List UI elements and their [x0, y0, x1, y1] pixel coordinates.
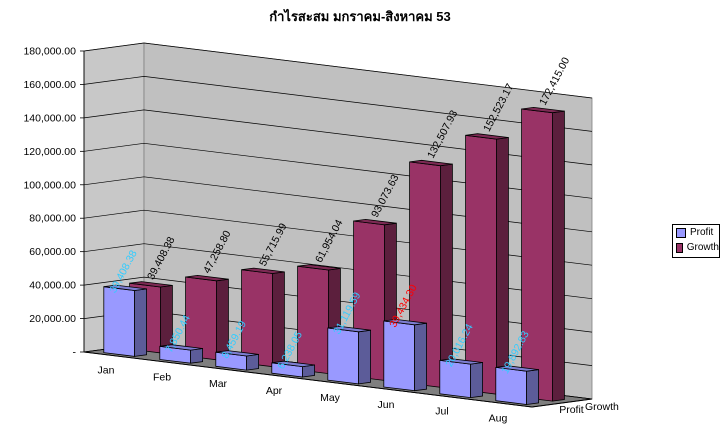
- bar-face: [215, 350, 259, 357]
- bar-face: [353, 218, 397, 226]
- bar-face: [439, 358, 483, 365]
- legend-item-profit: Profit: [673, 225, 719, 240]
- bar-face: [521, 106, 565, 114]
- bar-face: [327, 325, 371, 333]
- bar-growth-jul: [465, 133, 509, 395]
- bar-face: [246, 353, 260, 371]
- bar-face: [526, 369, 539, 405]
- x-category-label: Jan: [98, 364, 115, 376]
- bar-profit-jan: [103, 284, 148, 357]
- bar-face: [465, 133, 509, 140]
- y-tick-label: 60,000.00: [29, 246, 76, 258]
- legend-label-profit: Profit: [690, 227, 714, 238]
- bar-face: [383, 318, 427, 326]
- bar-face: [297, 265, 329, 375]
- legend: Profit Growth: [672, 224, 720, 258]
- bar-face: [134, 288, 148, 357]
- x-category-label: Aug: [489, 413, 508, 425]
- bar-face: [414, 322, 428, 392]
- bar-face: [302, 364, 316, 378]
- x-category-label: Jun: [378, 399, 395, 411]
- chart-title: กำไรสะสม มกราคม-สิงหาคม 53: [269, 9, 451, 24]
- bar-face: [470, 362, 484, 399]
- x-category-label: May: [320, 392, 341, 404]
- gridline: [83, 42, 593, 99]
- bar-face: [465, 134, 497, 395]
- y-tick-label: 140,000.00: [23, 112, 76, 124]
- x-category-label: Apr: [266, 385, 283, 397]
- gridline: [83, 76, 593, 132]
- legend-swatch-profit: [676, 227, 686, 238]
- bar-profit-jul: [439, 358, 484, 399]
- bar-face: [552, 110, 565, 402]
- depth-axis-label: Growth: [585, 401, 619, 413]
- bar-growth-aug: [521, 106, 565, 402]
- y-tick-label: 180,000.00: [23, 46, 76, 58]
- x-category-label: Jul: [435, 406, 448, 418]
- bar-face: [159, 344, 203, 351]
- bar-face: [190, 348, 204, 364]
- y-tick-label: 120,000.00: [23, 146, 76, 158]
- y-tick-label: 20,000.00: [29, 313, 76, 325]
- y-tick-label: 40,000.00: [29, 280, 76, 292]
- bar-profit-mar: [215, 350, 260, 371]
- legend-item-growth: Growth: [673, 240, 719, 255]
- bar-face: [409, 159, 453, 167]
- x-category-label: Feb: [153, 371, 171, 383]
- bar-profit-jun: [383, 318, 428, 392]
- legend-swatch-growth: [676, 242, 683, 253]
- bar-face: [271, 360, 315, 368]
- y-tick-label: 80,000.00: [29, 213, 76, 225]
- bar-face: [495, 365, 539, 372]
- x-category-label: Mar: [209, 378, 228, 390]
- bar-face: [383, 320, 416, 392]
- bar-face: [297, 264, 341, 271]
- bar-face: [185, 274, 229, 282]
- bar-profit-apr: [271, 360, 316, 378]
- gridline: [83, 109, 593, 166]
- bar-profit-feb: [159, 344, 204, 364]
- depth-axis-label: Profit: [559, 404, 584, 416]
- y-tick-label: 160,000.00: [23, 79, 76, 91]
- bar-face: [521, 108, 553, 402]
- bar-face: [327, 327, 360, 385]
- bar-face: [103, 284, 147, 291]
- x-axis-line: [83, 351, 533, 408]
- bar-face: [358, 329, 372, 385]
- bar-growth-mar: [241, 267, 285, 368]
- bar-profit-aug: [495, 365, 539, 405]
- bar-face: [241, 269, 273, 368]
- depth-axis-line: [531, 398, 593, 408]
- bar-growth-feb: [185, 274, 229, 361]
- y-tick-label: 100,000.00: [23, 179, 76, 191]
- bar-profit-may: [327, 325, 372, 385]
- bar-face: [241, 267, 285, 274]
- bar-face: [103, 286, 136, 357]
- bar-face: [129, 281, 173, 288]
- y-tick-label: -: [73, 347, 77, 359]
- legend-label-growth: Growth: [686, 242, 719, 253]
